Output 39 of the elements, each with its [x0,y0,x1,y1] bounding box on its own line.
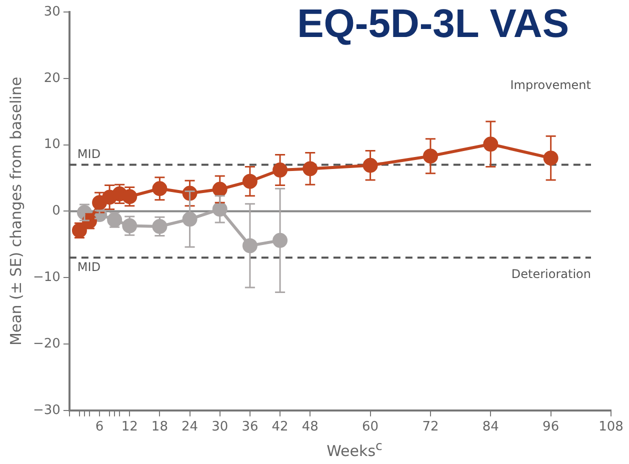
x-tick-label: 6 [95,420,104,435]
ref-line-label: MID [77,260,101,274]
x-tick-label: 84 [482,420,499,435]
x-tick-label: 108 [598,420,624,435]
point [302,161,318,176]
x-tick-label: 60 [362,420,379,435]
y-tick-label: 20 [44,70,60,86]
y-tick-label: 0 [52,204,60,219]
y-tick-label: 10 [44,137,60,152]
x-tick-label: 36 [242,420,258,435]
x-axis-title: Weeks$^{c}$ [326,438,384,460]
annotation: Improvement [510,78,592,92]
point [152,181,168,196]
point [272,232,288,248]
x-tick-label: 18 [151,420,168,435]
y-tick-label: −10 [32,270,60,285]
x-tick-label: 30 [212,420,228,435]
x-tick-label: 42 [272,420,288,435]
ref-line-label: MID [77,146,101,161]
y-tick-label: −20 [32,336,60,352]
point [152,218,168,234]
point [182,212,198,227]
point [242,174,258,189]
x-tick-label: 48 [302,420,318,435]
y-axis-title: Mean (± SE) changes from baseline [6,76,25,346]
chart-title: EQ-5D-3L VAS [297,2,569,47]
point [272,162,288,178]
point [543,150,558,166]
x-tick-label: 24 [182,420,198,435]
y-tick-label: −30 [32,402,60,418]
x-tick-label: 72 [422,420,439,435]
point [422,148,438,164]
x-tick-label: 12 [121,420,138,435]
point [362,158,378,173]
y-tick-label: 30 [44,4,60,20]
x-tick-label: 96 [542,420,560,435]
annotation: Deterioration [511,267,591,282]
point [483,136,498,152]
point [242,238,258,254]
